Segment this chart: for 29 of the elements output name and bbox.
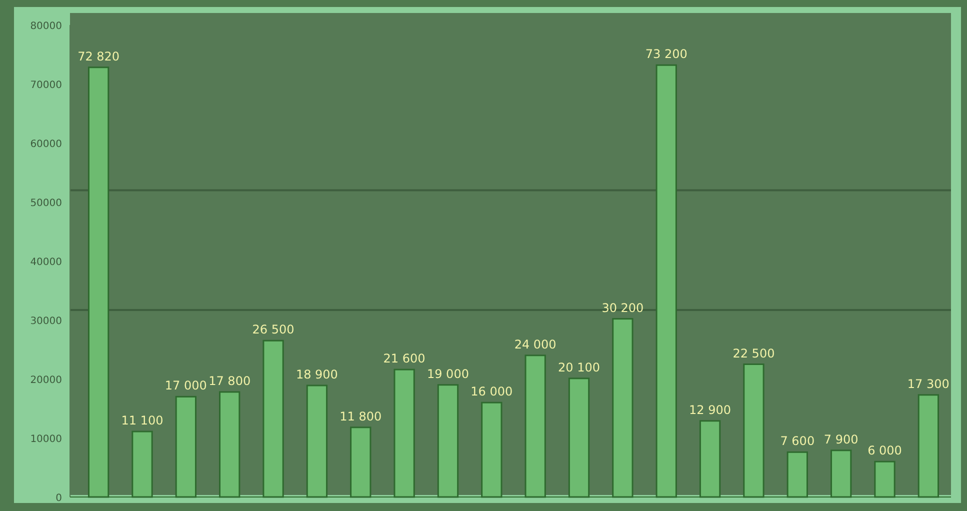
data-label: 18 900 [296,367,338,382]
y-tick-label: 80000 [30,21,62,32]
data-label: 24 000 [514,337,556,352]
y-tick-label: 50000 [30,198,62,209]
y-tick-label: 60000 [30,139,62,150]
y-tick-label: 20000 [30,375,62,386]
data-label: 17 000 [164,378,207,393]
data-label: 21 600 [383,352,426,366]
data-label: 72 820 [78,49,120,64]
y-tick-label: 70000 [30,80,62,91]
data-label: 7 900 [824,432,858,446]
data-label: 11 100 [121,414,164,428]
data-label: 19 000 [426,366,469,381]
y-tick-label: 0 [56,493,62,504]
data-label: 22 500 [732,346,775,360]
y-tick-label: 40000 [30,257,62,268]
data-label: 26 500 [252,322,294,337]
data-label: 16 000 [470,384,513,399]
data-label: 17 800 [208,374,251,388]
y-tick-label: 30000 [30,316,62,327]
data-label: 30 200 [602,300,644,315]
data-label: 73 200 [645,47,688,62]
data-label: 17 300 [907,376,950,391]
data-label: 20 100 [558,360,600,374]
y-tick-label: 10000 [30,434,62,445]
data-label: 11 800 [340,409,382,424]
data-label: 6 000 [868,444,902,458]
data-label: 12 900 [689,402,732,417]
data-label: 7 600 [780,434,815,448]
